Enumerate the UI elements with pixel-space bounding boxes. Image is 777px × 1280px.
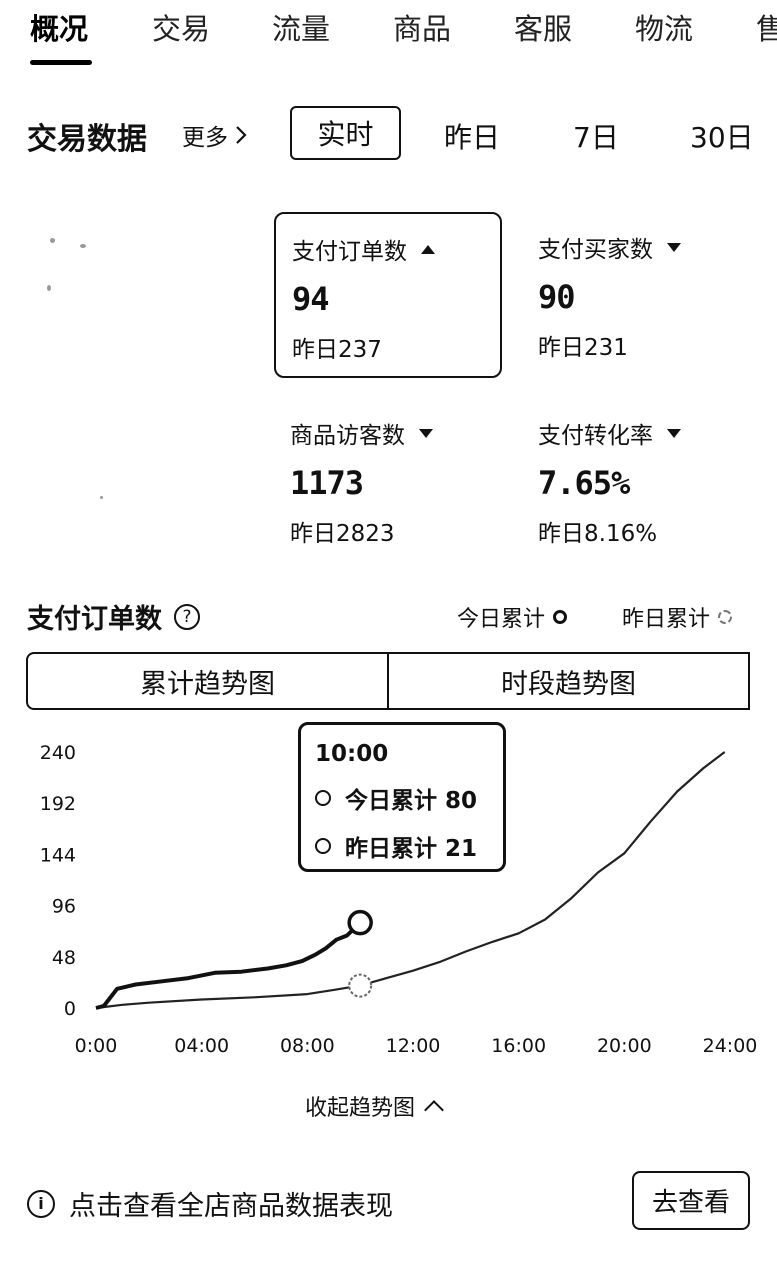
period-7d-button[interactable]: 7日 [573, 116, 619, 156]
metric-prev: 昨日8.16% [538, 514, 750, 548]
tab-trade[interactable]: 交易 [152, 6, 210, 48]
x-tick-label: 0:00 [75, 1035, 118, 1057]
metric-value: 1173 [290, 464, 502, 502]
series-line-today [96, 923, 360, 1008]
sort-down-icon [419, 429, 433, 438]
chart-tooltip: 10:00 今日累计 80 昨日累计 21 [298, 722, 506, 872]
legend-yesterday-label: 昨日累计 [622, 601, 710, 633]
metric-label: 支付转化率 [538, 416, 653, 450]
chevron-right-icon [234, 124, 248, 146]
tooltip-yesterday-marker [315, 838, 331, 854]
section-title: 交易数据 [27, 114, 147, 158]
period-realtime-button[interactable]: 实时 [290, 106, 401, 160]
tooltip-time: 10:00 [315, 741, 503, 767]
tab-traffic[interactable]: 流量 [272, 6, 330, 48]
y-tick-label: 48 [52, 947, 76, 969]
help-icon[interactable]: ? [174, 604, 200, 630]
chart-title-text: 支付订单数 [27, 597, 162, 636]
legend-yesterday-marker [718, 610, 732, 624]
metric-prev: 昨日237 [292, 330, 500, 364]
tooltip-today-value: 今日累计 80 [345, 781, 477, 815]
metric-prev: 昨日231 [538, 328, 750, 362]
today-point-marker [349, 912, 371, 934]
metric-label: 商品访客数 [290, 416, 405, 450]
chevron-up-icon [424, 1100, 444, 1120]
metric-prev: 昨日2823 [290, 514, 502, 548]
period-30d-button[interactable]: 30日 [690, 116, 754, 156]
metric-label: 支付订单数 [292, 232, 407, 266]
legend-today[interactable]: 今日累计 [457, 601, 567, 633]
metric-card-paid-orders[interactable]: 支付订单数 94 昨日237 [274, 212, 502, 378]
sort-down-icon [667, 243, 681, 252]
tab-overview[interactable]: 概况 [30, 6, 88, 48]
y-tick-label: 96 [52, 896, 76, 918]
more-link[interactable]: 更多 [182, 118, 248, 152]
x-tick-label: 04:00 [174, 1035, 229, 1057]
metric-card-conversion[interactable]: 支付转化率 7.65% 昨日8.16% [522, 398, 750, 564]
legend-today-label: 今日累计 [457, 601, 545, 633]
tab-products[interactable]: 商品 [393, 6, 451, 48]
x-tick-label: 08:00 [280, 1035, 335, 1057]
x-tick-label: 24:00 [703, 1035, 758, 1057]
metric-card-visitors[interactable]: 商品访客数 1173 昨日2823 [274, 398, 502, 564]
x-tick-label: 16:00 [491, 1035, 546, 1057]
metric-value: 94 [292, 280, 500, 318]
tab-aftersale[interactable]: 售 [756, 6, 777, 48]
metric-label: 支付买家数 [538, 230, 653, 264]
more-label: 更多 [182, 118, 228, 152]
collapse-trend-button[interactable]: 收起趋势图 [305, 1090, 441, 1122]
tab-service[interactable]: 客服 [514, 6, 572, 48]
tooltip-yesterday-value: 昨日累计 21 [345, 829, 477, 863]
y-tick-label: 192 [40, 793, 76, 815]
metric-value: 90 [538, 278, 750, 316]
banner-text: 点击查看全店商品数据表现 [69, 1184, 393, 1223]
tab-cumulative-trend[interactable]: 累计趋势图 [26, 652, 389, 710]
legend-yesterday[interactable]: 昨日累计 [622, 601, 732, 633]
top-tab-bar: 概况 交易 流量 商品 客服 物流 售 [0, 0, 777, 70]
active-tab-indicator [30, 60, 92, 65]
artifact-speck [47, 285, 51, 291]
sort-up-icon [421, 245, 435, 254]
y-tick-label: 240 [40, 742, 76, 764]
info-icon: i [27, 1190, 55, 1218]
artifact-speck [100, 496, 103, 499]
chart-title: 支付订单数 ? [27, 597, 200, 636]
artifact-speck [80, 244, 86, 248]
store-products-banner: i 点击查看全店商品数据表现 [27, 1184, 393, 1223]
artifact-speck [50, 238, 55, 243]
period-yesterday-button[interactable]: 昨日 [444, 116, 500, 156]
collapse-label: 收起趋势图 [305, 1090, 415, 1122]
legend-today-marker [553, 610, 567, 624]
yesterday-point-marker [349, 975, 371, 997]
tooltip-today-marker [315, 790, 331, 806]
go-view-button[interactable]: 去查看 [632, 1171, 750, 1230]
metric-value: 7.65% [538, 464, 750, 502]
sort-down-icon [667, 429, 681, 438]
metric-card-paid-buyers[interactable]: 支付买家数 90 昨日231 [522, 212, 750, 378]
x-tick-label: 12:00 [386, 1035, 441, 1057]
tab-hourly-trend[interactable]: 时段趋势图 [389, 652, 750, 710]
y-tick-label: 144 [40, 844, 76, 866]
x-tick-label: 20:00 [597, 1035, 652, 1057]
tab-logistics[interactable]: 物流 [635, 6, 693, 48]
y-tick-label: 0 [64, 998, 76, 1020]
